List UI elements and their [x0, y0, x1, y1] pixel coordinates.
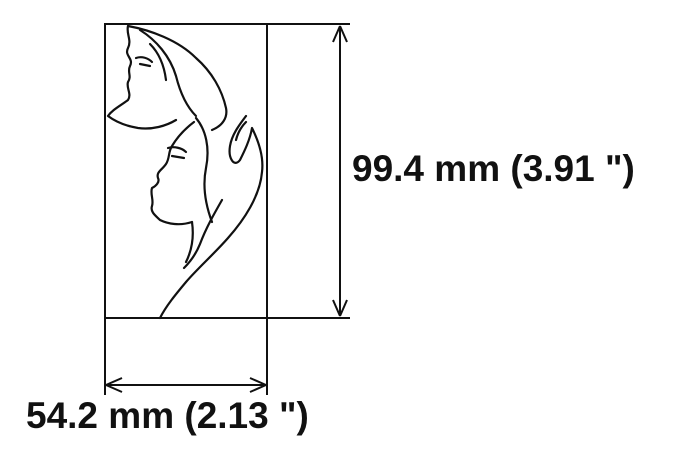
two-faces-illustration	[106, 24, 264, 320]
upper-face-hair	[126, 24, 228, 132]
lower-face-neck	[184, 220, 194, 264]
shoulder-line	[182, 198, 224, 270]
upper-face-hair-inner	[138, 28, 198, 118]
lower-face-eye	[166, 146, 188, 160]
flowing-hair-curl	[234, 120, 248, 142]
height-dimension-label: 99.4 mm (3.91 ")	[352, 148, 635, 189]
width-dimension-label: 54.2 mm (2.13 ")	[26, 395, 309, 436]
lower-face-hair	[194, 116, 214, 224]
height-dimension-arrow	[332, 25, 348, 317]
flowing-hair-right	[158, 114, 264, 320]
lower-face-profile	[150, 120, 196, 226]
card-outline	[104, 23, 268, 319]
upper-face-profile	[106, 24, 178, 130]
upper-face-hairline	[148, 42, 168, 82]
width-dimension-arrow	[105, 377, 267, 393]
upper-face-eye	[134, 56, 154, 68]
